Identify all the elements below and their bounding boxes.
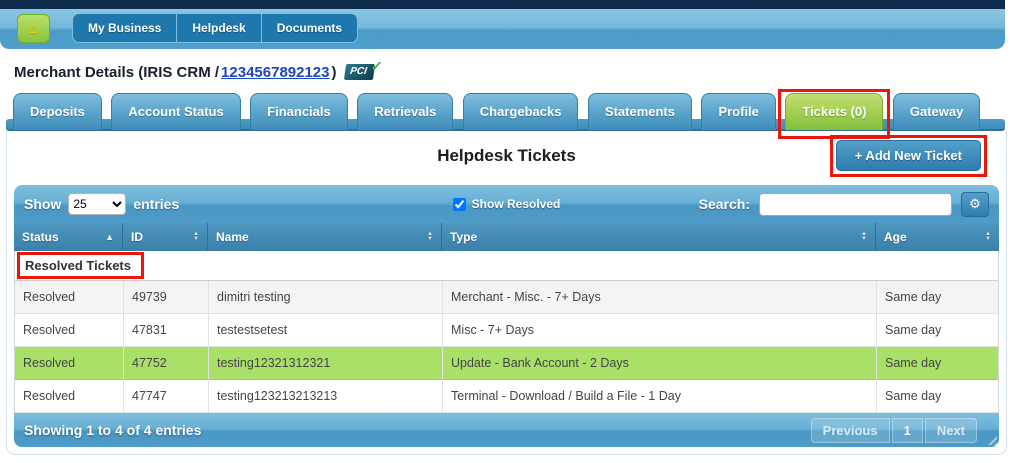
- home-icon: ⌂: [28, 20, 39, 37]
- show-resolved-label: Show Resolved: [471, 197, 561, 211]
- column-header-id[interactable]: ID ▲ ▼: [123, 223, 208, 251]
- grid-toolbar: Show Resolved Show 25 entries Search: ⚙: [14, 185, 999, 223]
- pci-badge: PCI ✓: [343, 58, 383, 80]
- gear-icon: ⚙: [969, 196, 981, 211]
- table-row[interactable]: Resolved 47831 testestsetest Misc - 7+ D…: [15, 314, 998, 347]
- merchant-tabbar: Deposits Account Status Financials Retri…: [0, 89, 1013, 139]
- tab-profile[interactable]: Profile: [701, 93, 776, 130]
- pagination-next-button[interactable]: Next: [924, 417, 977, 443]
- nav-item-documents[interactable]: Documents: [276, 21, 343, 35]
- sort-both-icon: ▲ ▼: [427, 231, 433, 242]
- table-row[interactable]: Resolved 47747 testing123213213213 Termi…: [15, 380, 998, 413]
- group-header-row: Resolved Tickets: [15, 251, 998, 281]
- column-header-status[interactable]: Status ▲: [14, 223, 123, 251]
- helpdesk-tickets-title: Helpdesk Tickets: [437, 146, 576, 165]
- sort-asc-icon: ▲: [105, 232, 114, 242]
- grid-footer: Showing 1 to 4 of 4 entries Previous 1 N…: [14, 413, 999, 447]
- pagination-previous-button[interactable]: Previous: [810, 417, 890, 443]
- tab-financials[interactable]: Financials: [250, 93, 348, 130]
- show-label: Show: [24, 196, 62, 212]
- pci-check-icon: ✓: [369, 58, 384, 74]
- tab-deposits[interactable]: Deposits: [13, 93, 102, 130]
- merchant-id-link[interactable]: 1234567892123: [221, 63, 330, 81]
- tab-account-status[interactable]: Account Status: [111, 93, 241, 130]
- table-body: Resolved Tickets Resolved 49739 dimitri …: [14, 251, 999, 413]
- sort-both-icon: ▲ ▼: [193, 231, 199, 242]
- main-navbar: ⌂ My Business Helpdesk Documents: [0, 9, 1005, 49]
- tab-tickets[interactable]: Tickets (0): [785, 93, 884, 130]
- tab-chargebacks[interactable]: Chargebacks: [462, 93, 579, 130]
- entries-label: entries: [133, 196, 180, 212]
- column-header-age[interactable]: Age ▲ ▼: [884, 230, 991, 244]
- pagination-page-1-button[interactable]: 1: [891, 417, 923, 443]
- tab-retrievals[interactable]: Retrievals: [357, 93, 454, 130]
- resolved-tickets-group-label: Resolved Tickets: [17, 252, 144, 279]
- page-title-suffix: ): [331, 63, 337, 81]
- table-row[interactable]: Resolved 49739 dimitri testing Merchant …: [15, 281, 998, 314]
- resize-grip-icon[interactable]: [986, 434, 997, 445]
- column-header-name[interactable]: Name ▲ ▼: [208, 223, 442, 251]
- grid-settings-button[interactable]: ⚙: [961, 191, 989, 217]
- page-size-select[interactable]: 25: [68, 193, 127, 215]
- pci-badge-label: PCI: [348, 66, 368, 77]
- home-button[interactable]: ⌂: [17, 14, 50, 43]
- page-title-prefix: Merchant Details (IRIS CRM /: [14, 63, 220, 81]
- show-resolved-checkbox[interactable]: [452, 197, 466, 211]
- pagination: Previous 1 Next: [810, 417, 977, 443]
- table-header-row: Status ▲ ID ▲ ▼ Name ▲ ▼ Type ▲ ▼: [14, 223, 999, 251]
- add-new-ticket-button[interactable]: + Add New Ticket: [835, 140, 981, 171]
- tickets-panel-header: Helpdesk Tickets + Add New Ticket: [7, 131, 1006, 185]
- column-header-type[interactable]: Type ▲ ▼: [442, 223, 876, 251]
- search-input[interactable]: [759, 192, 952, 216]
- sort-both-icon: ▲ ▼: [985, 231, 991, 242]
- table-row-highlighted[interactable]: Resolved 47752 testing12321312321 Update…: [15, 347, 998, 380]
- nav-item-my-business[interactable]: My Business: [73, 14, 178, 42]
- entries-summary: Showing 1 to 4 of 4 entries: [24, 422, 202, 438]
- top-navy-strip: [0, 0, 1005, 9]
- nav-menu: My Business Helpdesk Documents: [72, 13, 359, 43]
- search-label: Search:: [698, 196, 750, 212]
- tickets-grid: Show Resolved Show 25 entries Search: ⚙ …: [14, 185, 999, 447]
- tab-statements[interactable]: Statements: [587, 93, 692, 130]
- page-title: Merchant Details (IRIS CRM / 12345678921…: [14, 58, 1013, 84]
- sort-both-icon: ▲ ▼: [861, 231, 867, 242]
- tab-gateway[interactable]: Gateway: [892, 93, 981, 130]
- nav-item-helpdesk[interactable]: Helpdesk: [177, 14, 262, 42]
- tickets-panel: Helpdesk Tickets + Add New Ticket Show R…: [6, 131, 1007, 455]
